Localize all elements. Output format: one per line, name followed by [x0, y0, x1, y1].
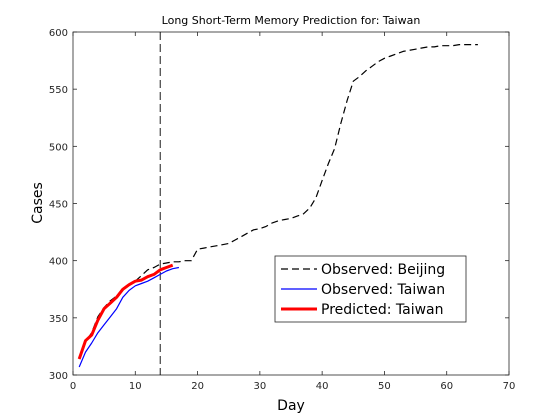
y-tick-label: 300: [49, 371, 68, 382]
x-tick-label: 0: [70, 381, 76, 392]
x-tick-label: 10: [129, 381, 142, 392]
x-tick-label: 60: [440, 381, 453, 392]
y-tick-label: 350: [49, 314, 68, 325]
y-tick-label: 600: [49, 28, 68, 39]
y-axis-label: Cases: [30, 182, 46, 224]
legend-label-observed-beijing: Observed: Beijing: [321, 262, 445, 278]
y-tick-label: 500: [49, 142, 68, 153]
plot-area: [72, 31, 510, 376]
axes-box: [72, 31, 510, 376]
legend-label-observed-taiwan: Observed: Taiwan: [321, 282, 445, 298]
legend-label-predicted-taiwan: Predicted: Taiwan: [321, 302, 444, 318]
x-tick-label: 70: [503, 381, 516, 392]
chart-title: Long Short-Term Memory Prediction for: T…: [162, 14, 421, 27]
legend: Observed: Beijing Observed: Taiwan Predi…: [274, 255, 467, 323]
series-line-observed-beijing: [78, 43, 478, 360]
series-line-predicted-taiwan: [77, 263, 174, 360]
x-axis-label: Day: [277, 398, 305, 414]
x-tick-label: 30: [253, 381, 266, 392]
series-layer: [77, 43, 478, 368]
y-tick-label: 550: [49, 85, 68, 96]
y-tick-label: 450: [49, 200, 68, 211]
x-tick-label: 20: [191, 381, 204, 392]
x-tick-label: 40: [316, 381, 329, 392]
y-axis-ticks: 300 350 400 450 500 550 600: [49, 28, 509, 382]
x-tick-label: 50: [378, 381, 391, 392]
y-tick-label: 400: [49, 257, 68, 268]
series-line-observed-taiwan: [78, 266, 180, 368]
x-axis-ticks: 0 10 20 30 40 50 60 70: [70, 32, 516, 392]
